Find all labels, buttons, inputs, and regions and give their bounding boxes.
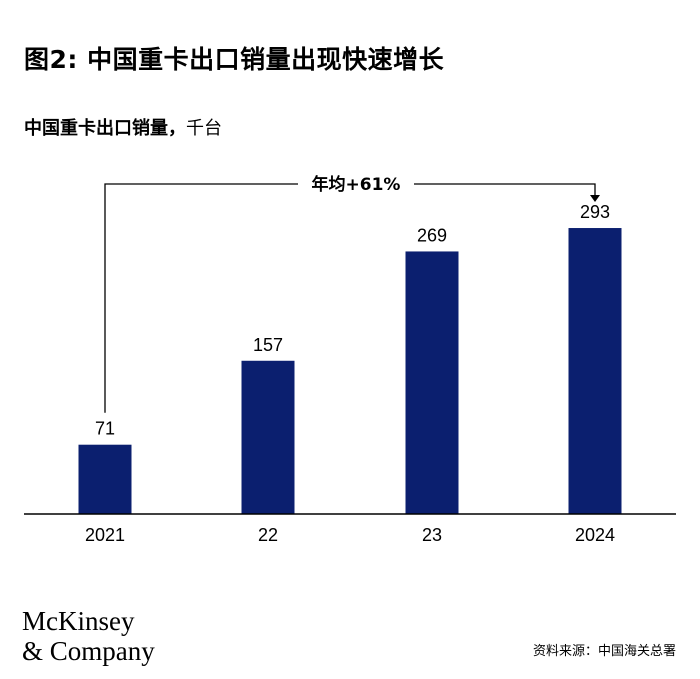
cagr-line-left [104, 183, 298, 413]
x-tick-label: 2021 [85, 525, 125, 545]
mckinsey-logo: McKinsey & Company [22, 606, 155, 666]
bar-2024 [568, 228, 622, 515]
bar-value-label: 71 [95, 419, 115, 439]
cagr-arrowhead [590, 195, 600, 202]
bar-2021 [78, 444, 132, 514]
chart-title: 图2: 中国重卡出口销量出现快速增长 [24, 45, 445, 74]
logo-line-1: McKinsey [22, 606, 135, 636]
cagr-label: 年均+61% [312, 174, 401, 195]
subtitle-metric: 中国重卡出口销量， [24, 118, 186, 139]
x-tick-label: 2024 [575, 525, 615, 545]
source-note: 资料来源：中国海关总署 [532, 644, 676, 659]
bar-22 [241, 360, 295, 514]
logo-line-2: & Company [22, 636, 155, 666]
bar-value-label: 269 [417, 225, 447, 245]
subtitle-unit: 千台 [186, 118, 222, 139]
bar-value-label: 293 [580, 202, 610, 222]
cagr-line-right [414, 183, 596, 196]
chart-subtitle: 中国重卡出口销量，千台 [24, 114, 222, 140]
bar-23 [405, 251, 459, 514]
x-tick-label: 22 [258, 525, 278, 545]
x-tick-label: 23 [422, 525, 442, 545]
bar-value-label: 157 [253, 335, 283, 355]
